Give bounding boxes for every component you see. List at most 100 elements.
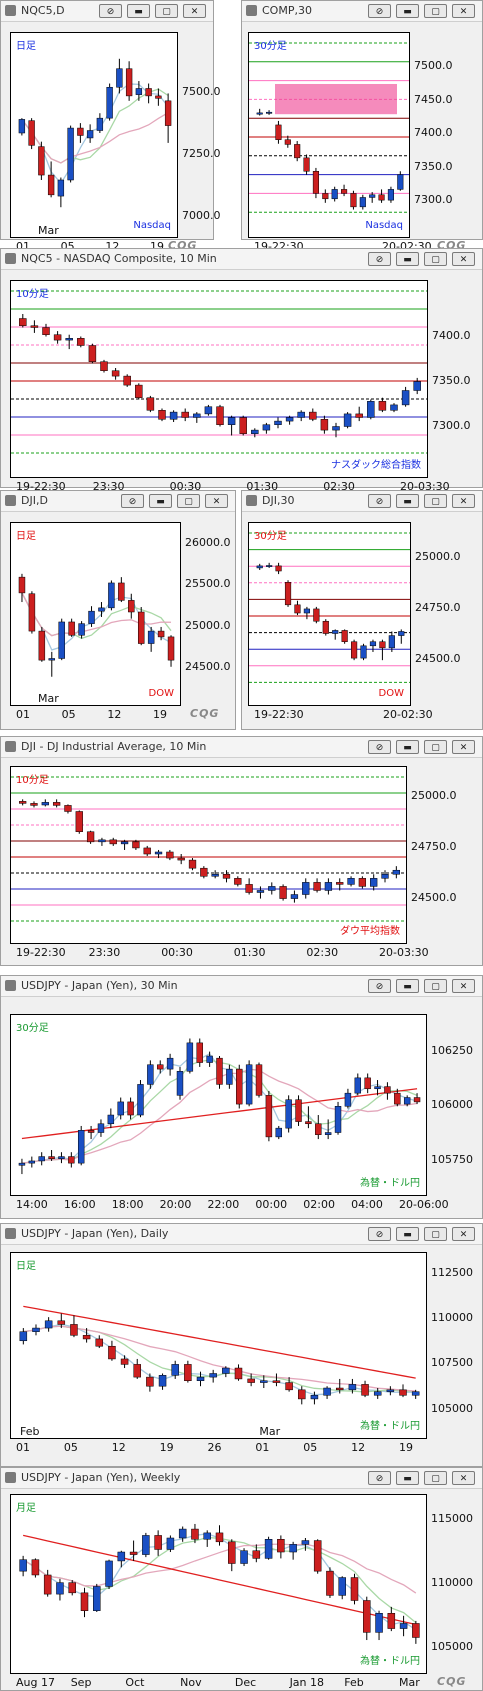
close-button[interactable]: ✕ [452, 494, 475, 508]
window-titlebar[interactable]: DJI - DJ Industrial Average, 10 Min ⊘ ▬ ▢ ✕ [1, 737, 482, 758]
candle [57, 1313, 66, 1329]
candle [196, 1371, 205, 1387]
minimize-button[interactable]: ▬ [149, 494, 172, 508]
y-tick-label: 7000.0 [182, 209, 221, 223]
candle [303, 606, 310, 620]
candle [251, 428, 259, 438]
candle [403, 1095, 411, 1107]
plot-area-usdjpy-d[interactable]: 日足 為替・ドル円 [10, 1252, 427, 1439]
chart-svg [11, 776, 406, 922]
window-titlebar[interactable]: NQC5 - NASDAQ Composite, 10 Min ⊘ ▬ ▢ ✕ [1, 249, 482, 270]
candle [193, 412, 201, 423]
plot-area-usdjpy-30[interactable]: 30分足 為替・ドル円 [10, 1014, 427, 1196]
maximize-button[interactable]: ▢ [424, 979, 447, 993]
minimize-button[interactable]: ▬ [396, 979, 419, 993]
chart-svg [19, 1305, 420, 1405]
candle [266, 110, 273, 115]
candle [256, 108, 263, 116]
maximize-button[interactable]: ▢ [424, 494, 447, 508]
maximize-button[interactable]: ▢ [155, 4, 178, 18]
y-tick-label: 105000 [431, 1401, 473, 1415]
link-icon[interactable]: ⊘ [368, 4, 391, 18]
maximize-button[interactable]: ▢ [424, 4, 447, 18]
link-icon[interactable]: ⊘ [368, 740, 391, 754]
maximize-button[interactable]: ▢ [424, 252, 447, 266]
candle [274, 417, 282, 429]
plot-area-nqc5-d[interactable]: 日足 Nasdaq [10, 32, 178, 238]
minimize-button[interactable]: ▬ [127, 4, 150, 18]
plot-area-usdjpy-w[interactable]: 月足 為替・ドル円 [10, 1494, 427, 1674]
candle [88, 606, 95, 627]
minimize-button[interactable]: ▬ [396, 740, 419, 754]
close-button[interactable]: ✕ [205, 494, 228, 508]
plot-area-dji-d[interactable]: 日足 DOW [10, 522, 181, 706]
chart-svg [249, 532, 410, 683]
minimize-button[interactable]: ▬ [396, 1227, 419, 1241]
link-icon[interactable]: ⊘ [368, 252, 391, 266]
link-icon[interactable]: ⊘ [121, 494, 144, 508]
candle [57, 177, 65, 208]
link-icon[interactable]: ⊘ [368, 494, 391, 508]
close-button[interactable]: ✕ [452, 979, 475, 993]
candle [100, 359, 108, 373]
window-titlebar[interactable]: DJI,30 ⊘ ▬ ▢ ✕ [242, 491, 482, 512]
candle [135, 383, 143, 400]
close-button[interactable]: ✕ [452, 4, 475, 18]
plot-area-dji-10[interactable]: 10分足 ダウ平均指数 [10, 766, 407, 944]
candle [222, 870, 231, 883]
window-titlebar[interactable]: COMP,30 ⊘ ▬ ▢ ✕ [242, 1, 482, 22]
y-tick-label: 7450.0 [414, 92, 453, 106]
window-titlebar[interactable]: USDJPY - Japan (Yen), Weekly ⊘ ▬ ▢ ✕ [1, 1468, 482, 1489]
link-icon[interactable]: ⊘ [368, 1471, 391, 1485]
candle [117, 1097, 124, 1120]
candle [378, 397, 387, 413]
candle [166, 849, 174, 861]
candle [147, 1060, 154, 1089]
maximize-button[interactable]: ▢ [424, 1227, 447, 1241]
candle [95, 1335, 104, 1349]
link-icon[interactable]: ⊘ [368, 979, 391, 993]
close-button[interactable]: ✕ [183, 4, 206, 18]
window-title: USDJPY - Japan (Yen), Daily [21, 1227, 169, 1240]
link-icon[interactable]: ⊘ [99, 4, 122, 18]
close-button[interactable]: ✕ [452, 1471, 475, 1485]
window-titlebar[interactable]: USDJPY - Japan (Yen), Daily ⊘ ▬ ▢ ✕ [1, 1224, 482, 1245]
ma-line [21, 592, 172, 637]
y-tick-label: 25000.0 [415, 549, 461, 563]
candle [411, 1389, 420, 1399]
window-titlebar[interactable]: DJI,D ⊘ ▬ ▢ ✕ [1, 491, 235, 512]
x-tick-label: Oct [125, 1676, 145, 1689]
maximize-button[interactable]: ▢ [424, 740, 447, 754]
candle [68, 1152, 75, 1168]
y-tick-label: 112500 [431, 1265, 473, 1279]
link-icon[interactable]: ⊘ [368, 1227, 391, 1241]
close-button[interactable]: ✕ [452, 1227, 475, 1241]
minimize-button[interactable]: ▬ [396, 252, 419, 266]
minimize-button[interactable]: ▬ [396, 494, 419, 508]
candle [120, 1355, 129, 1369]
candle [158, 1373, 167, 1390]
y-tick-label: 7400.0 [432, 328, 471, 342]
close-button[interactable]: ✕ [452, 740, 475, 754]
plot-area-dji-30[interactable]: 30分足 DOW [248, 522, 411, 706]
window-title: DJI,D [21, 494, 48, 507]
candle [86, 830, 95, 844]
window-titlebar[interactable]: NQC5,D ⊘ ▬ ▢ ✕ [1, 1, 213, 22]
window-titlebar[interactable]: USDJPY - Japan (Yen), 30 Min ⊘ ▬ ▢ ✕ [1, 976, 482, 997]
minimize-button[interactable]: ▬ [396, 1471, 419, 1485]
window-app-icon [5, 495, 16, 506]
plot-area-comp-30[interactable]: 30分足 Nasdaq [248, 32, 410, 238]
candle [53, 331, 62, 344]
plot-area-nqc5-10[interactable]: 10分足 ナスダック総合指数 [10, 280, 428, 478]
candle [399, 1384, 407, 1398]
candle [277, 1535, 285, 1559]
maximize-button[interactable]: ▢ [177, 494, 200, 508]
candle [196, 1038, 203, 1067]
candle [252, 1544, 261, 1563]
close-button[interactable]: ✕ [452, 252, 475, 266]
maximize-button[interactable]: ▢ [424, 1471, 447, 1485]
instrument-label: 為替・ドル円 [360, 1656, 420, 1667]
ma-line [21, 83, 169, 185]
candle [312, 167, 319, 199]
minimize-button[interactable]: ▬ [396, 4, 419, 18]
